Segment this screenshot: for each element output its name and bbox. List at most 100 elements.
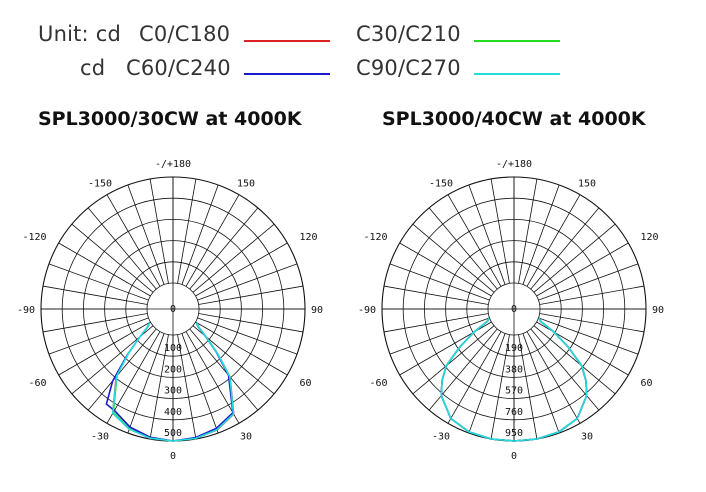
legend-label-c90-c270: C90/C270: [356, 56, 461, 80]
grid-spoke: [177, 334, 197, 440]
legend-unit-label: Unit: cd: [38, 22, 121, 46]
angle-tick-label: 150: [578, 179, 596, 190]
radial-tick-label: 570: [505, 386, 523, 397]
grid-spoke: [189, 328, 259, 411]
grid-spoke: [198, 313, 304, 333]
grid-spoke: [198, 285, 304, 305]
radial-tick-label: 500: [164, 428, 182, 439]
grid-spoke: [106, 194, 161, 287]
angle-tick-label: 150: [237, 179, 255, 190]
grid-spoke: [428, 207, 498, 290]
grid-spoke: [412, 325, 495, 395]
grid-spoke: [533, 325, 616, 395]
legend-line-c0-c180: [244, 40, 330, 42]
grid-spoke: [195, 242, 288, 297]
angle-tick-label: 90: [652, 305, 664, 316]
grid-spoke: [526, 331, 581, 424]
grid-spoke: [518, 178, 538, 284]
grid-spoke: [177, 178, 197, 284]
grid-spoke: [536, 242, 629, 297]
angle-tick-label: -90: [17, 305, 35, 316]
angle-tick-label: -90: [358, 305, 376, 316]
radial-tick-label: 100: [164, 343, 182, 354]
series-curve: [111, 322, 235, 442]
grid-spoke: [185, 331, 240, 424]
grid-spoke: [526, 194, 581, 287]
legend-line-c30-c210: [474, 40, 560, 42]
grid-spoke: [42, 313, 148, 333]
chart-title-left: SPL3000/30CW at 4000K: [38, 108, 302, 130]
angle-tick-label: 30: [240, 431, 252, 442]
grid-spoke: [428, 328, 498, 411]
grid-spoke: [533, 223, 616, 293]
grid-spoke: [197, 263, 298, 301]
angle-tick-label: -60: [28, 378, 46, 389]
grid-spoke: [518, 334, 538, 440]
grid-spoke: [538, 263, 639, 301]
grid-spoke: [490, 178, 510, 284]
grid-spoke: [106, 331, 161, 424]
radial-tick-label: 300: [164, 386, 182, 397]
angle-tick-label: 120: [299, 232, 317, 243]
grid-spoke: [412, 223, 495, 293]
radial-tick-label: 760: [505, 407, 523, 418]
series-curve: [440, 317, 588, 442]
grid-spoke: [530, 328, 600, 411]
grid-spoke: [181, 333, 219, 434]
radial-tick-label: 400: [164, 407, 182, 418]
angle-tick-label: 120: [640, 232, 658, 243]
grid-spoke: [522, 333, 560, 434]
grid-spoke: [522, 184, 560, 285]
radial-tick-label: 0: [511, 304, 517, 315]
angle-tick-label: -120: [22, 232, 46, 243]
angle-tick-label: -120: [363, 232, 387, 243]
grid-spoke: [490, 334, 510, 440]
grid-spoke: [48, 263, 149, 301]
grid-spoke: [127, 333, 165, 434]
grid-spoke: [87, 328, 157, 411]
angle-tick-label: -150: [429, 179, 453, 190]
grid-spoke: [389, 317, 490, 355]
angle-tick-label: 0: [511, 451, 517, 462]
grid-spoke: [127, 184, 165, 285]
radial-tick-label: 0: [170, 304, 176, 315]
grid-spoke: [181, 184, 219, 285]
grid-spoke: [539, 313, 645, 333]
grid-spoke: [468, 184, 506, 285]
grid-spoke: [197, 317, 298, 355]
radial-tick-label: 950: [505, 428, 523, 439]
grid-spoke: [539, 285, 645, 305]
radial-tick-label: 190: [505, 343, 523, 354]
radial-tick-label: 380: [505, 364, 523, 375]
grid-spoke: [149, 334, 169, 440]
grid-spoke: [71, 223, 154, 293]
legend-label-c30-c210: C30/C210: [356, 22, 461, 46]
grid-spoke: [399, 242, 492, 297]
grid-spoke: [383, 285, 489, 305]
angle-tick-label: 60: [640, 378, 652, 389]
angle-tick-label: -/+180: [496, 159, 532, 170]
legend-unit-label-2: cd: [80, 56, 106, 80]
angle-tick-label: -150: [88, 179, 112, 190]
legend-line-c60-c240: [244, 73, 330, 75]
angle-tick-label: -30: [432, 431, 450, 442]
grid-spoke: [189, 207, 259, 290]
chart-title-right: SPL3000/40CW at 4000K: [382, 108, 646, 130]
angle-tick-label: -30: [91, 431, 109, 442]
angle-tick-label: 30: [581, 431, 593, 442]
grid-spoke: [468, 333, 506, 434]
grid-spoke: [42, 285, 148, 305]
grid-spoke: [149, 178, 169, 284]
grid-spoke: [48, 317, 149, 355]
grid-spoke: [383, 313, 489, 333]
grid-spoke: [87, 207, 157, 290]
radial-tick-label: 200: [164, 364, 182, 375]
angle-tick-label: 0: [170, 451, 176, 462]
grid-spoke: [389, 263, 490, 301]
grid-spoke: [447, 331, 502, 424]
angle-tick-label: -/+180: [155, 159, 191, 170]
grid-spoke: [195, 321, 288, 376]
grid-spoke: [447, 194, 502, 287]
angle-tick-label: 60: [299, 378, 311, 389]
